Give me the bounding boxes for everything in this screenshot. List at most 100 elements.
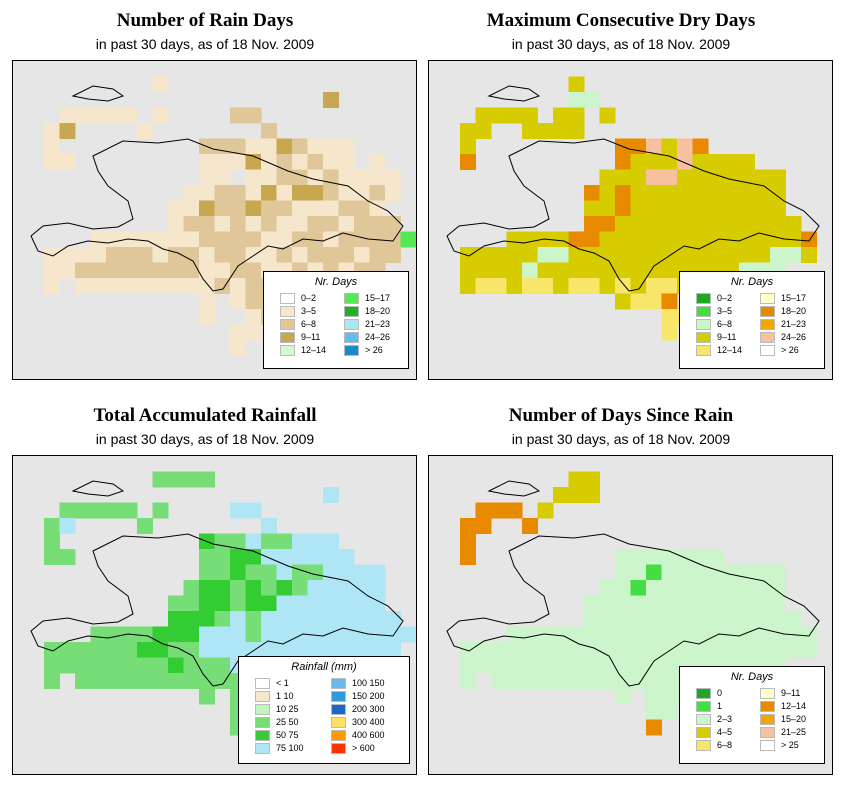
grid-cell (584, 216, 600, 232)
grid-cell (770, 595, 786, 612)
grid-cell (214, 549, 231, 565)
legend-label: 18–20 (781, 306, 807, 316)
grid-cell (739, 642, 755, 658)
grid-cell (692, 564, 709, 581)
grid-cell (615, 549, 631, 565)
legend-item: < 1 (255, 677, 304, 689)
grid-cell (59, 247, 76, 263)
grid-cell (245, 293, 262, 310)
legend-col-left: 0–2 3–5 6–8 9–11 12–14 (280, 292, 326, 357)
grid-cell (152, 673, 169, 689)
grid-cell (677, 185, 693, 201)
grid-cell (630, 642, 647, 658)
grid-cell (199, 247, 215, 263)
grid-cell (183, 200, 200, 217)
grid-cell (708, 580, 724, 596)
legend-swatch (696, 713, 711, 725)
grid-cell (646, 231, 662, 248)
legend-item: 6–8 (696, 318, 742, 330)
grid-cell (245, 138, 262, 155)
grid-cell (307, 200, 324, 217)
grid-cell (754, 580, 771, 596)
grid-cell (323, 626, 339, 643)
grid-cell (708, 247, 724, 263)
legend-swatch (331, 716, 346, 728)
grid-cell (568, 262, 585, 279)
grid-cell (75, 642, 91, 658)
grid-cell (338, 185, 355, 201)
grid-cell (522, 673, 538, 689)
legend-swatch (255, 703, 270, 715)
legend-label: 0 (717, 688, 723, 698)
legend-swatch (344, 331, 359, 343)
grid-cell (646, 657, 662, 674)
grid-cell (708, 200, 724, 217)
panel-days-since-rain: Number of Days Since Rain in past 30 day… (416, 395, 833, 785)
grid-cell (276, 169, 293, 186)
grid-cell (292, 533, 308, 550)
legend-item: 18–20 (760, 305, 806, 317)
grid-cell (230, 231, 246, 248)
grid-cell (599, 657, 616, 674)
legend-swatch (696, 700, 711, 712)
grid-cell (230, 533, 246, 550)
legend-label: 21–23 (365, 319, 391, 329)
grid-cell (646, 673, 662, 689)
grid-cell (230, 107, 246, 124)
grid-cell (199, 185, 215, 201)
grid-cell (338, 216, 355, 232)
grid-cell (261, 154, 277, 170)
grid-cell (400, 231, 416, 248)
legend-label: 24–26 (781, 332, 807, 342)
grid-cell (183, 247, 200, 263)
grid-cell (261, 611, 277, 627)
grid-cell (506, 673, 523, 689)
grid-cell (385, 185, 401, 201)
grid-cell (354, 580, 370, 596)
grid-cell (276, 533, 293, 550)
grid-cell (276, 549, 293, 565)
legend-item: 0 (696, 687, 732, 699)
grid-cell (276, 216, 293, 232)
grid-cell (106, 673, 122, 689)
legend-item: 150 200 (331, 690, 385, 702)
grid-cell (646, 626, 662, 643)
grid-cell (723, 642, 740, 658)
grid-cell (183, 185, 200, 201)
grid-cell (199, 688, 215, 705)
grid-cell (152, 642, 169, 658)
grid-cell (646, 262, 662, 279)
grid-cell (522, 107, 538, 124)
grid-cell (646, 688, 662, 705)
grid-cell (630, 154, 647, 170)
grid-cell (214, 580, 231, 596)
grid-cell (599, 200, 616, 217)
grid-cell (230, 262, 246, 279)
panel-subtitle: in past 30 days, as of 18 Nov. 2009 (95, 431, 315, 447)
grid-cell (168, 262, 184, 279)
grid-cell (385, 247, 401, 263)
grid-cell (261, 549, 277, 565)
grid-cell (75, 262, 91, 279)
grid-cell (599, 580, 616, 596)
grid-cell (491, 673, 507, 689)
grid-cell (214, 533, 231, 550)
grid-cell (630, 293, 647, 310)
grid-cell (568, 76, 585, 93)
legend-swatch (255, 690, 270, 702)
grid-cell (537, 247, 554, 263)
grid-cell (770, 200, 786, 217)
grid-cell (568, 278, 585, 294)
grid-cell (152, 107, 169, 124)
grid-cell (677, 169, 693, 186)
legend-swatch (696, 739, 711, 751)
legend-item: 15–17 (344, 292, 390, 304)
legend-col-right: 15–17 18–20 21–23 24–26 > 26 (760, 292, 806, 357)
grid-cell (369, 595, 386, 612)
grid-cell (568, 487, 585, 503)
islet-outline (71, 85, 125, 102)
grid-cell (723, 154, 740, 170)
grid-cell (615, 185, 631, 201)
grid-cell (661, 185, 678, 201)
legend-label: < 1 (276, 678, 289, 688)
